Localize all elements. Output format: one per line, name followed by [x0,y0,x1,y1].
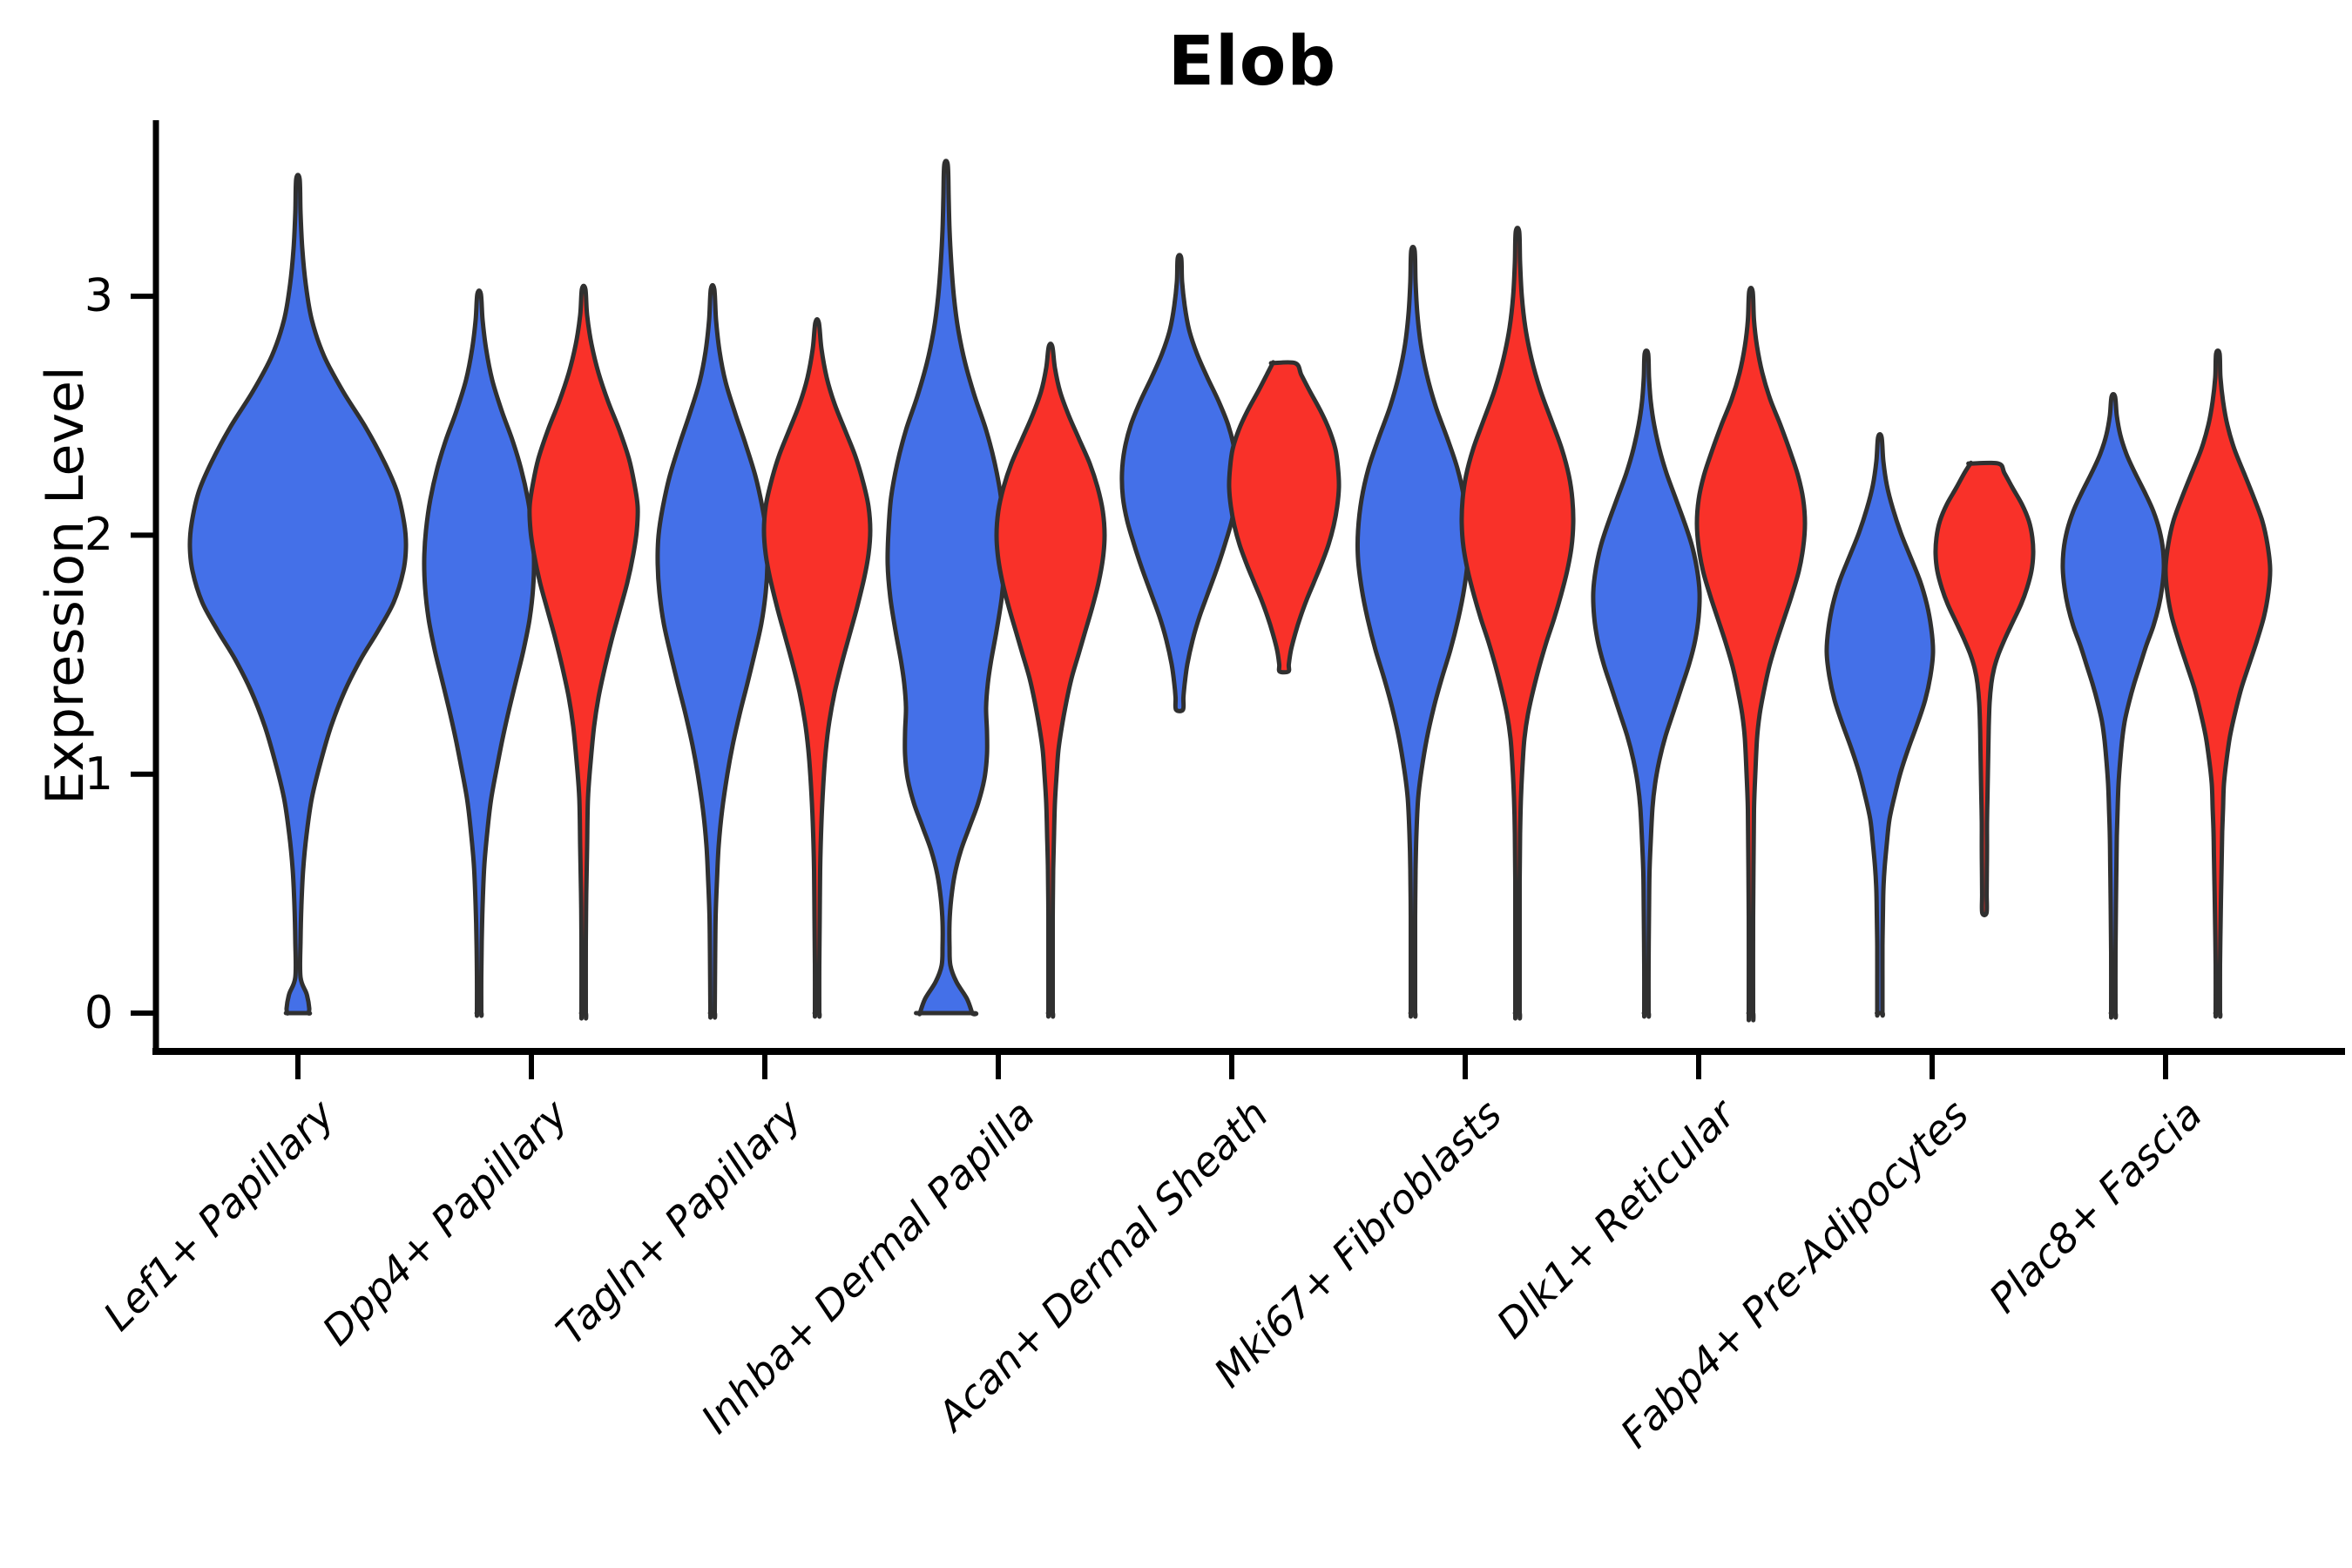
y-tick-label: 3 [84,270,113,323]
violin-Dpp4-blue [422,288,537,1018]
violin-Lef1-blue [187,172,409,1016]
y-axis-label: Expression Level [35,366,96,805]
violin-Acan-red [1227,360,1342,675]
violin-Mki67-blue [1355,245,1471,1019]
violin-Mki67-red [1459,226,1576,1021]
violin-Inhba-red [994,341,1107,1019]
violin-Tagln-blue [655,282,770,1020]
y-tick-label: 1 [84,747,113,801]
violin-Inhba-blue [885,159,1007,1017]
violin-Dlk1-red [1694,285,1808,1023]
violin-Fabp4-red [1933,460,2036,918]
y-tick-label: 0 [84,987,113,1039]
violin-Dlk1-blue [1591,348,1702,1019]
y-tick-label: 2 [84,509,113,562]
violin-Acan-blue [1119,253,1240,713]
violin-Plac8-blue [2060,392,2166,1020]
violin-Tagln-red [761,316,873,1019]
violin-Dpp4-red [527,283,640,1021]
violin-Fabp4-blue [1824,432,1936,1018]
chart-title: Elob [1167,23,1337,101]
violin-Plac8-red [2163,348,2273,1019]
